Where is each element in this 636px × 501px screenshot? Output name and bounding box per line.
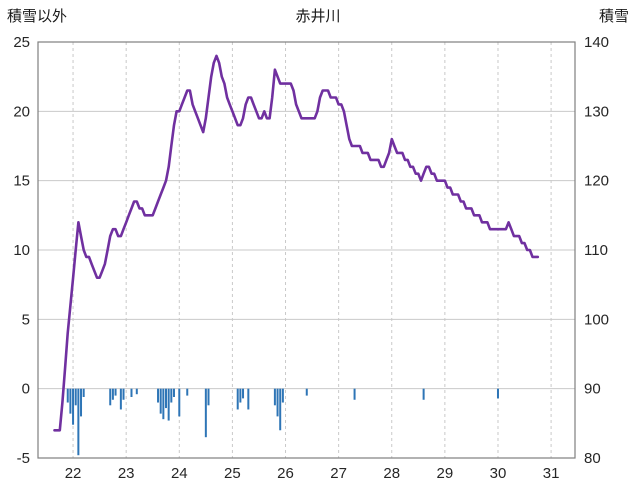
y-left-tick-label: 15 bbox=[13, 173, 30, 190]
non-snow-bar bbox=[276, 388, 279, 417]
non-snow-bar bbox=[66, 388, 69, 403]
non-snow-bar bbox=[279, 388, 282, 431]
non-snow-bar bbox=[170, 388, 173, 403]
non-snow-bar bbox=[172, 388, 175, 397]
non-snow-bar bbox=[122, 388, 125, 400]
left-axis-title: 積雪以外 bbox=[7, 8, 68, 25]
x-tick-label: 29 bbox=[437, 465, 454, 482]
y-left-tick-label: 5 bbox=[22, 311, 30, 328]
right-axis-title: 積雪 bbox=[598, 8, 629, 25]
non-snow-bar bbox=[305, 388, 308, 396]
x-tick-label: 27 bbox=[330, 465, 347, 482]
x-tick-label: 30 bbox=[490, 465, 507, 482]
x-tick-label: 23 bbox=[118, 465, 135, 482]
y-right-tick-label: 120 bbox=[584, 173, 609, 190]
y-right-tick-label: 80 bbox=[584, 450, 601, 467]
x-tick-label: 26 bbox=[277, 465, 294, 482]
x-tick-label: 25 bbox=[224, 465, 241, 482]
non-snow-bar bbox=[186, 388, 189, 396]
non-snow-bar bbox=[353, 388, 356, 400]
non-snow-bar bbox=[204, 388, 207, 438]
non-snow-bar bbox=[165, 388, 168, 409]
non-snow-bar bbox=[242, 388, 245, 399]
non-snow-bar bbox=[109, 388, 112, 406]
non-snow-bar bbox=[135, 388, 138, 395]
non-snow-bar bbox=[281, 388, 284, 403]
non-snow-bar bbox=[496, 388, 499, 399]
y-right-tick-label: 100 bbox=[584, 311, 609, 328]
non-snow-bar bbox=[236, 388, 239, 410]
y-left-tick-label: 25 bbox=[13, 34, 30, 51]
non-snow-bar bbox=[162, 388, 165, 420]
x-tick-label: 22 bbox=[65, 465, 82, 482]
y-right-tick-label: 90 bbox=[584, 381, 601, 398]
y-right-tick-label: 110 bbox=[584, 242, 608, 259]
non-snow-bar bbox=[422, 388, 425, 400]
x-tick-label: 24 bbox=[171, 465, 188, 482]
non-snow-bar bbox=[157, 388, 160, 403]
non-snow-bar bbox=[74, 388, 77, 406]
non-snow-bar bbox=[178, 388, 181, 417]
non-snow-bar bbox=[239, 388, 242, 403]
non-snow-bar bbox=[82, 388, 85, 397]
non-snow-bar bbox=[167, 388, 170, 421]
non-snow-bar bbox=[130, 388, 133, 397]
x-tick-label: 28 bbox=[383, 465, 400, 482]
non-snow-bar bbox=[207, 388, 210, 406]
non-snow-bar bbox=[159, 388, 162, 414]
y-right-tick-label: 140 bbox=[584, 34, 609, 51]
plot-border bbox=[37, 41, 576, 459]
non-snow-bar bbox=[114, 388, 117, 396]
non-snow-bar bbox=[72, 388, 75, 425]
snow-depth-line bbox=[53, 54, 540, 432]
non-snow-bar bbox=[111, 388, 114, 400]
y-right-tick-label: 130 bbox=[584, 103, 609, 120]
y-left-tick-label: 0 bbox=[22, 381, 30, 398]
non-snow-bar bbox=[77, 388, 80, 456]
non-snow-bar bbox=[273, 388, 276, 406]
non-snow-bar bbox=[80, 388, 83, 417]
y-left-tick-label: 10 bbox=[13, 242, 30, 259]
y-left-tick-label: 20 bbox=[13, 103, 30, 120]
y-left-tick-label: -5 bbox=[17, 450, 30, 467]
non-snow-bar bbox=[119, 388, 122, 410]
non-snow-bar bbox=[69, 388, 72, 414]
x-tick-label: 31 bbox=[543, 465, 560, 482]
chart-title: 赤井川 bbox=[295, 8, 341, 25]
non-snow-bar bbox=[247, 388, 250, 410]
